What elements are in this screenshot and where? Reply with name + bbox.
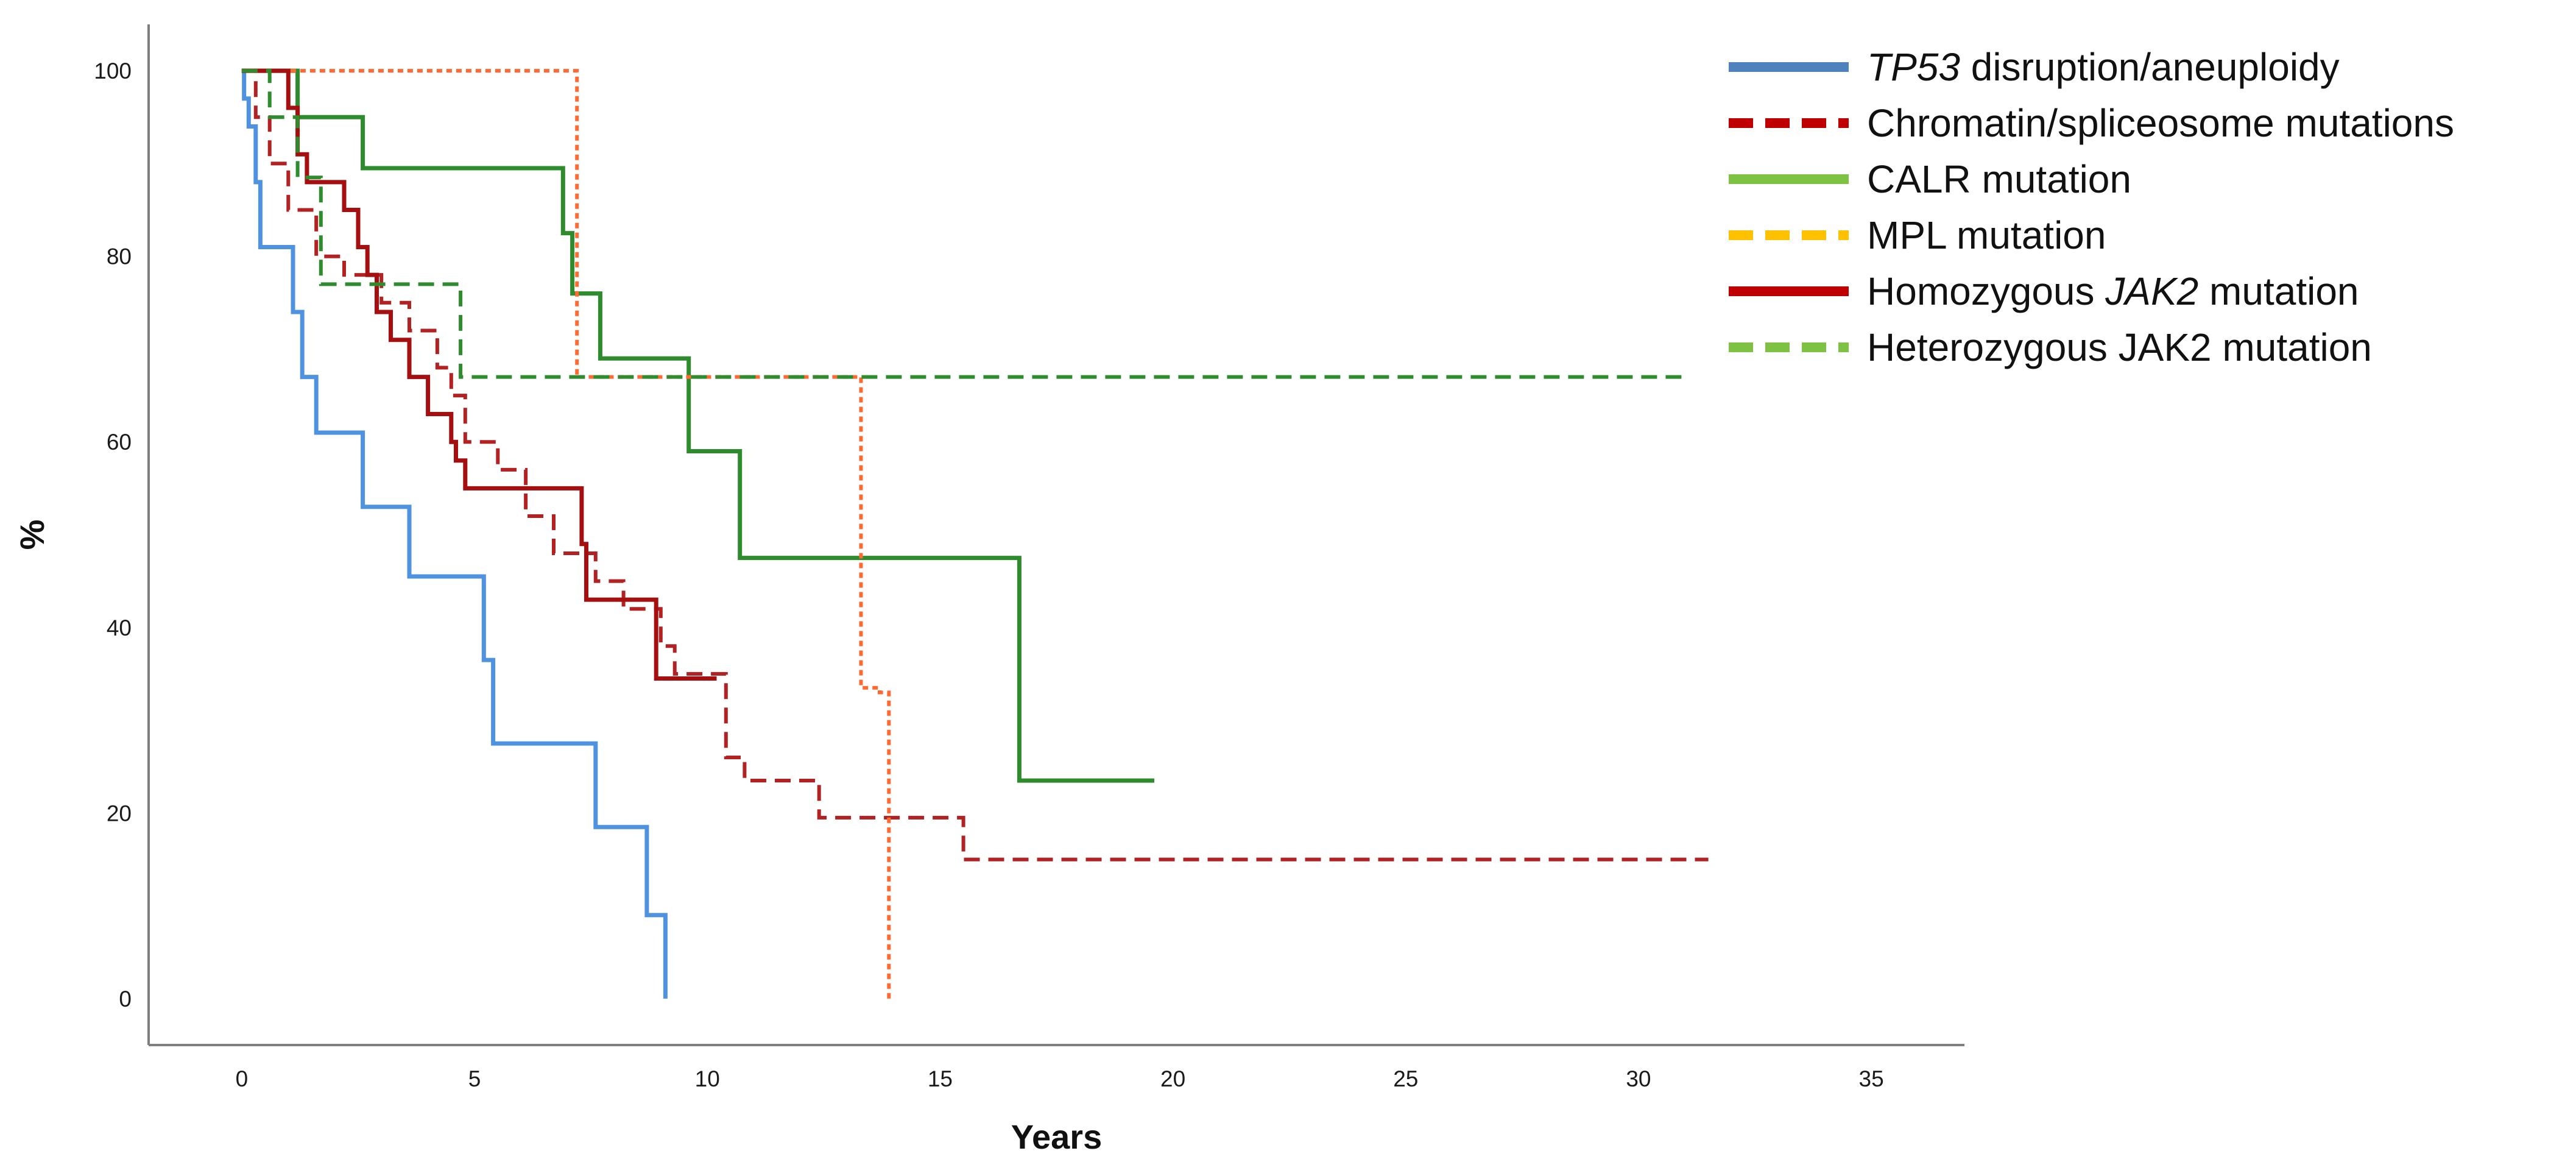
x-tick-label: 20: [1160, 1066, 1185, 1091]
x-tick-label: 25: [1393, 1066, 1418, 1091]
legend-label-part: Homozygous: [1867, 269, 2105, 313]
legend-label: TP53 disruption/aneuploidy: [1867, 45, 2340, 89]
legend-label-part: JAK2: [2105, 269, 2198, 313]
x-tick-label: 0: [236, 1066, 249, 1091]
x-tick-label: 10: [695, 1066, 720, 1091]
survival-curve-1: [241, 68, 668, 999]
legend-label-part: disruption/aneuploidy: [1960, 45, 2340, 89]
survival-curve-5: [241, 68, 717, 681]
x-tick-labels: 0 5 10 15 20 25 30 35: [236, 1066, 1884, 1091]
survival-curve-4: [241, 69, 891, 999]
x-tick-label: 5: [468, 1066, 481, 1091]
y-tick-label: 20: [107, 801, 132, 826]
legend-label-part: mutation: [2198, 269, 2359, 313]
axes: [147, 24, 1964, 1046]
legend-label-part: CALR mutation: [1867, 157, 2131, 201]
y-tick-labels: 0 20 40 60 80 100: [94, 58, 132, 1012]
legend-label: Chromatin/spliceosome mutations: [1867, 101, 2454, 145]
legend-label: Heterozygous JAK2 mutation: [1867, 325, 2372, 369]
y-tick-label: 0: [119, 987, 132, 1012]
legend-label-part: Heterozygous JAK2 mutation: [1867, 325, 2372, 369]
x-tick-label: 30: [1626, 1066, 1651, 1091]
legend-label-part: MPL mutation: [1867, 213, 2106, 257]
y-axis-title: %: [13, 520, 51, 550]
y-tick-label: 80: [107, 244, 132, 269]
y-tick-label: 60: [107, 430, 132, 455]
legend-label: CALR mutation: [1867, 157, 2131, 201]
survival-curve-6: [241, 69, 1685, 379]
survival-curve-2: [241, 69, 1709, 862]
legend-label-part: Chromatin/spliceosome mutations: [1867, 101, 2454, 145]
legend-label-part: TP53: [1867, 45, 1960, 89]
x-axis-title: Years: [1011, 1118, 1103, 1156]
x-tick-label: 35: [1859, 1066, 1884, 1091]
legend: TP53 disruption/aneuploidy Chromatin/spli…: [1729, 45, 2454, 369]
x-tick-label: 15: [928, 1066, 953, 1091]
legend-label: MPL mutation: [1867, 213, 2106, 257]
y-tick-label: 100: [94, 58, 132, 83]
y-tick-label: 40: [107, 615, 132, 640]
legend-label: Homozygous JAK2 mutation: [1867, 269, 2359, 313]
survival-curves: [241, 68, 1709, 999]
